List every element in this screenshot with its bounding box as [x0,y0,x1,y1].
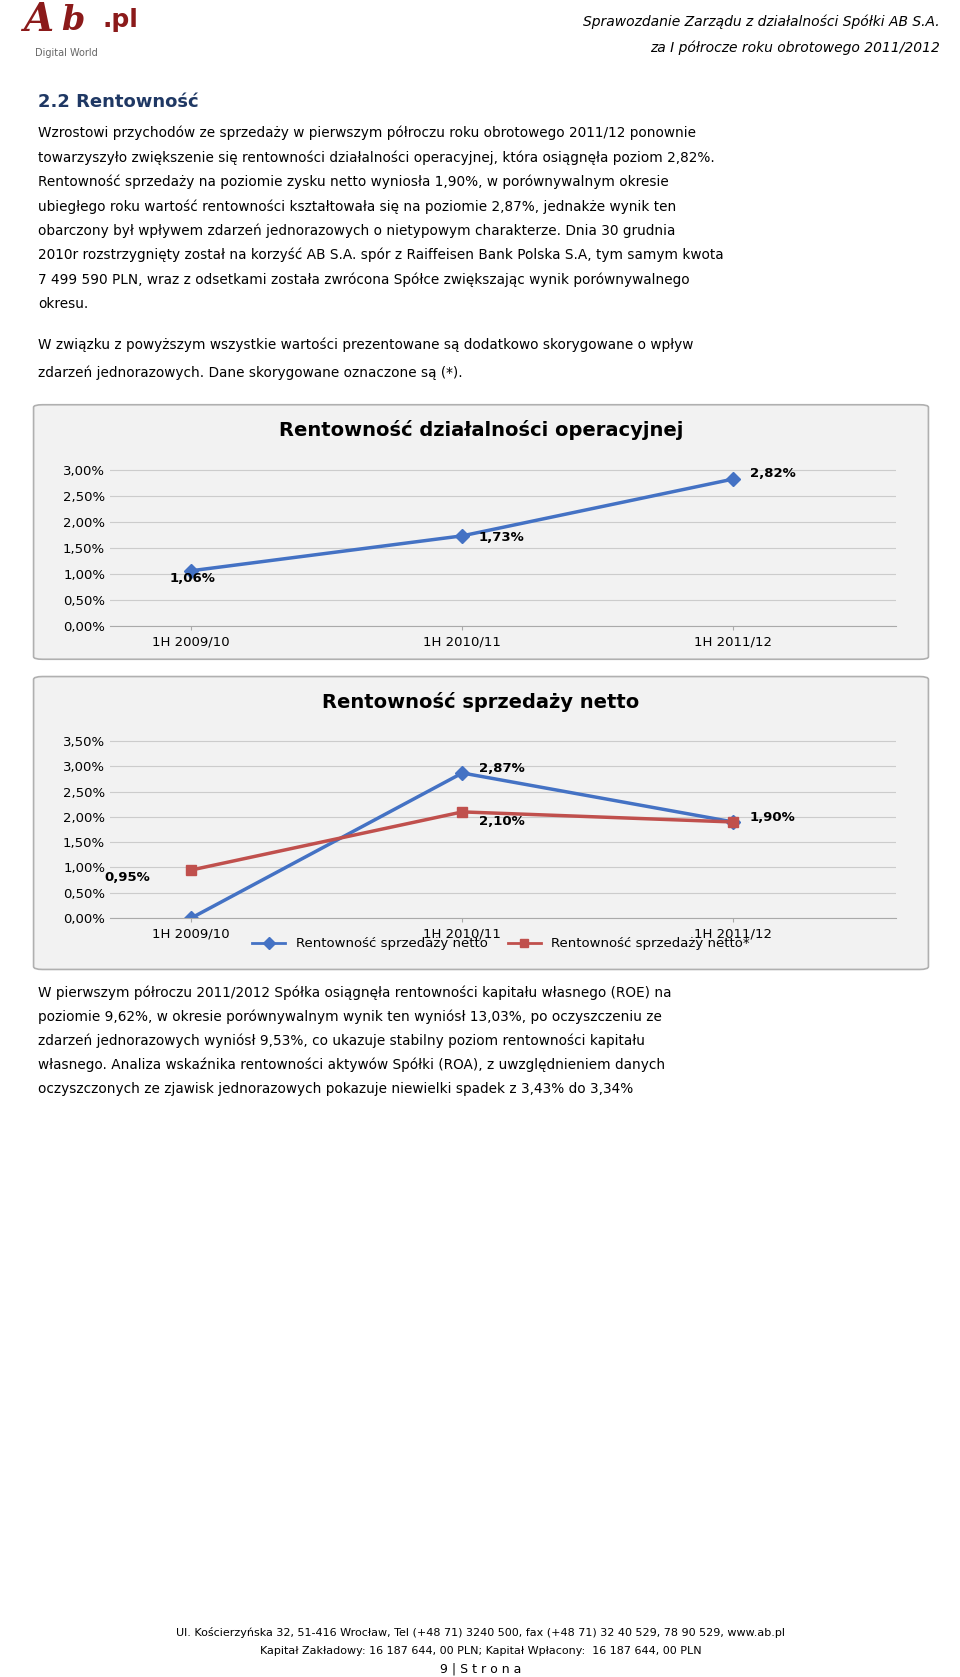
Text: zdarzeń jednorazowych wyniósł 9,53%, co ukazuje stabilny poziom rentowności kapi: zdarzeń jednorazowych wyniósł 9,53%, co … [38,1035,645,1048]
Text: 2010r rozstrzygnięty został na korzyść AB S.A. spór z Raiffeisen Bank Polska S.A: 2010r rozstrzygnięty został na korzyść A… [38,248,724,262]
Text: za I półrocze roku obrotowego 2011/2012: za I półrocze roku obrotowego 2011/2012 [650,40,940,55]
FancyBboxPatch shape [34,676,928,969]
FancyBboxPatch shape [34,404,928,659]
Text: 0,95%: 0,95% [105,870,151,884]
Text: Wzrostowi przychodów ze sprzedaży w pierwszym półroczu roku obrotowego 2011/12 p: Wzrostowi przychodów ze sprzedaży w pier… [38,126,696,141]
Text: 2,82%: 2,82% [750,468,796,480]
Text: W pierwszym półroczu 2011/2012 Spółka osiągnęła rentowności kapitału własnego (R: W pierwszym półroczu 2011/2012 Spółka os… [38,986,671,1001]
Text: Rentowność sprzedaży na poziomie zysku netto wyniosła 1,90%, w porównywalnym okr: Rentowność sprzedaży na poziomie zysku n… [38,174,669,190]
Text: obarczony był wpływem zdarzeń jednorazowych o nietypowym charakterze. Dnia 30 gr: obarczony był wpływem zdarzeń jednorazow… [38,223,676,238]
Text: towarzyszyło zwiększenie się rentowności działalności operacyjnej, która osiągnę: towarzyszyło zwiększenie się rentowności… [38,151,715,164]
Text: W związku z powyższym wszystkie wartości prezentowane są dodatkowo skorygowane o: W związku z powyższym wszystkie wartości… [38,339,693,352]
Text: .pl: .pl [103,8,138,32]
Text: 1,06%: 1,06% [170,572,215,585]
Text: poziomie 9,62%, w okresie porównywalnym wynik ten wyniósł 13,03%, po oczyszczeni: poziomie 9,62%, w okresie porównywalnym … [38,1010,661,1025]
Text: 2,87%: 2,87% [479,761,524,775]
Text: okresu.: okresu. [38,297,88,310]
Text: Digital World: Digital World [35,49,97,59]
Text: Rentowność działalności operacyjnej: Rentowność działalności operacyjnej [278,419,684,439]
Text: zdarzeń jednorazowych. Dane skorygowane oznaczone są (*).: zdarzeń jednorazowych. Dane skorygowane … [38,366,463,379]
Text: b: b [61,3,84,37]
Text: 2,10%: 2,10% [479,815,524,828]
Text: Ul. Kościerzyńska 32, 51-416 Wrocław, Tel (+48 71) 3240 500, fax (+48 71) 32 40 : Ul. Kościerzyńska 32, 51-416 Wrocław, Te… [177,1627,785,1638]
Text: ubiegłego roku wartość rentowności kształtowała się na poziomie 2,87%, jednakże : ubiegłego roku wartość rentowności kszta… [38,200,676,213]
Legend: Rentowność sprzedaży netto, Rentowność sprzedaży netto*: Rentowność sprzedaży netto, Rentowność s… [247,932,755,956]
Text: A: A [23,2,53,39]
Text: 1,73%: 1,73% [479,532,524,543]
Text: Rentowność sprzedaży netto: Rentowność sprzedaży netto [323,693,639,713]
Text: oczyszczonych ze zjawisk jednorazowych pokazuje niewielki spadek z 3,43% do 3,34: oczyszczonych ze zjawisk jednorazowych p… [38,1082,634,1097]
Text: Sprawozdanie Zarządu z działalności Spółki AB S.A.: Sprawozdanie Zarządu z działalności Spół… [584,13,940,29]
Text: 7 499 590 PLN, wraz z odsetkami została zwrócona Spółce zwiększając wynik porówn: 7 499 590 PLN, wraz z odsetkami została … [38,272,689,287]
Text: 2.2 Rentowność: 2.2 Rentowność [38,92,199,111]
Text: 1,90%: 1,90% [750,812,796,823]
Text: 9 | S t r o n a: 9 | S t r o n a [441,1662,521,1675]
Text: własnego. Analiza wskaźnika rentowności aktywów Spółki (ROA), z uwzględnieniem d: własnego. Analiza wskaźnika rentowności … [38,1058,665,1073]
Text: Kapitał Zakładowy: 16 187 644, 00 PLN; Kapitał Wpłacony:  16 187 644, 00 PLN: Kapitał Zakładowy: 16 187 644, 00 PLN; K… [260,1645,702,1655]
